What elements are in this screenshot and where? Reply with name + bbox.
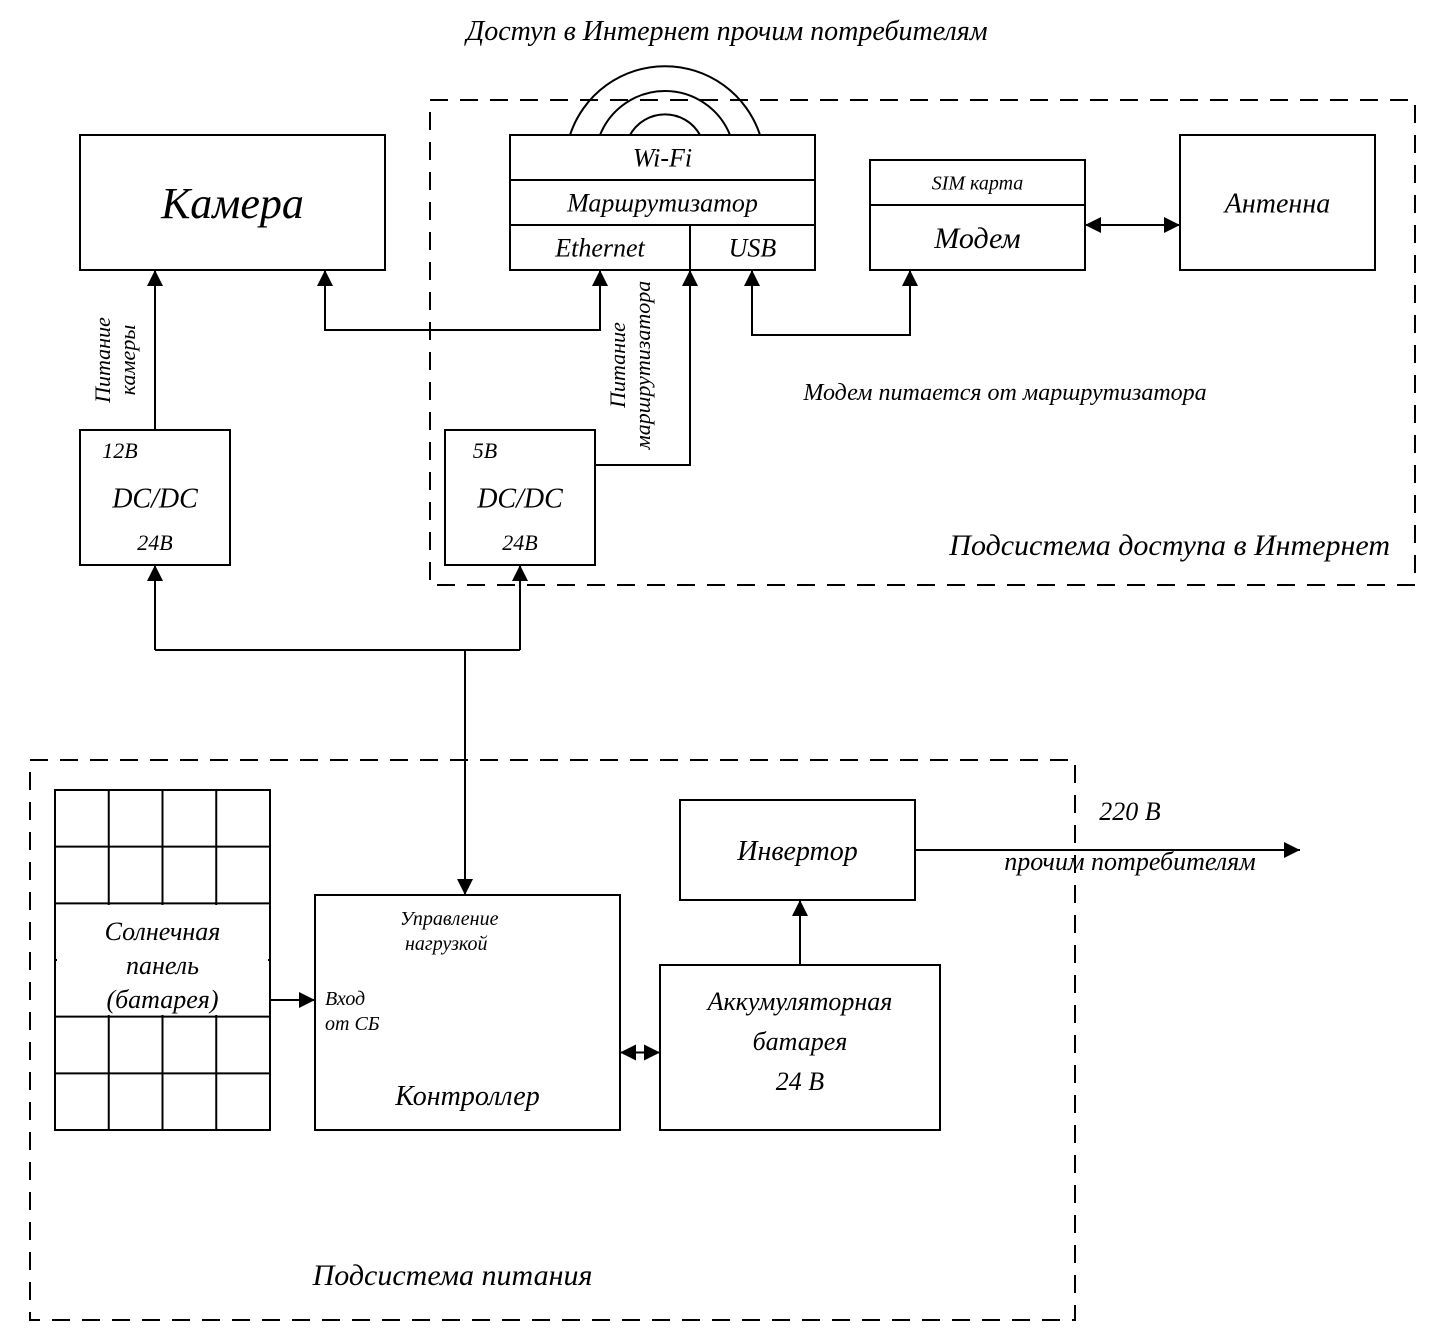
svg-text:Модем: Модем	[933, 222, 1020, 255]
inverter-node: Инвертор	[680, 800, 915, 900]
camera-node: Камера	[80, 135, 385, 270]
svg-text:Антенна: Антенна	[1223, 188, 1330, 219]
svg-text:24 В: 24 В	[776, 1067, 825, 1096]
battery-node: Аккумуляторная батарея 24 В	[660, 965, 940, 1130]
svg-text:USB: USB	[729, 234, 777, 263]
svg-text:Контроллер: Контроллер	[394, 1081, 539, 1112]
svg-text:220 В: 220 В	[1099, 797, 1161, 826]
svg-text:SIM карта: SIM карта	[932, 173, 1024, 195]
cam-power-label: Питание камеры	[90, 317, 140, 404]
svg-text:от СБ: от СБ	[325, 1013, 380, 1035]
svg-text:маршрутизатора: маршрутизатора	[630, 281, 655, 450]
svg-text:Ethernet: Ethernet	[554, 234, 645, 263]
svg-text:Аккумуляторная: Аккумуляторная	[706, 987, 893, 1016]
subsystem-power-label: Подсистема питания	[312, 1259, 593, 1292]
router-power-label: Питание маршрутизатора	[605, 281, 655, 450]
svg-text:Маршрутизатор: Маршрутизатор	[566, 189, 758, 218]
svg-text:нагрузкой: нагрузкой	[405, 933, 487, 955]
svg-text:Питание: Питание	[90, 317, 115, 404]
modem-node: SIM карта Модем	[870, 160, 1085, 270]
svg-text:24В: 24В	[137, 530, 172, 555]
svg-text:Управление: Управление	[400, 908, 499, 930]
dcdc-router-node: 5В DC/DC 24В	[445, 430, 595, 565]
svg-text:Солнечная: Солнечная	[105, 917, 221, 946]
svg-text:Инвертор: Инвертор	[736, 836, 858, 867]
subsystem-internet-label: Подсистема доступа в Интернет	[948, 529, 1390, 562]
svg-text:Wi-Fi: Wi-Fi	[633, 144, 692, 173]
inverter-out-label: 220 В прочим потребителям	[1004, 797, 1256, 876]
svg-text:12В: 12В	[102, 438, 137, 463]
modem-power-note: Модем питается от маршрутизатора	[802, 380, 1206, 406]
svg-text:Камера: Камера	[160, 179, 304, 228]
controller-node: Контроллер Управление нагрузкой Вход от СБ	[315, 895, 620, 1130]
antenna-node: Антенна	[1180, 135, 1375, 270]
router-node: Wi-Fi Маршрутизатор Ethernet USB	[510, 135, 815, 270]
system-diagram: Доступ в Интернет прочим потребителям По…	[0, 0, 1454, 1334]
svg-text:5В: 5В	[473, 438, 497, 463]
svg-text:панель: панель	[126, 951, 199, 980]
solar-panel-node: Солнечная панель (батарея)	[55, 790, 270, 1130]
svg-text:DC/DC: DC/DC	[476, 484, 563, 515]
svg-text:24В: 24В	[502, 530, 537, 555]
svg-text:батарея: батарея	[753, 1027, 848, 1056]
svg-text:Вход: Вход	[325, 988, 365, 1010]
svg-text:Питание: Питание	[605, 322, 630, 409]
top-caption: Доступ в Интернет прочим потребителям	[463, 16, 987, 47]
dcdc-camera-node: 12В DC/DC 24В	[80, 430, 230, 565]
svg-text:камеры: камеры	[115, 325, 140, 396]
svg-text:(батарея): (батарея)	[106, 985, 218, 1014]
svg-text:DC/DC: DC/DC	[111, 484, 198, 515]
svg-text:прочим потребителям: прочим потребителям	[1004, 847, 1256, 876]
